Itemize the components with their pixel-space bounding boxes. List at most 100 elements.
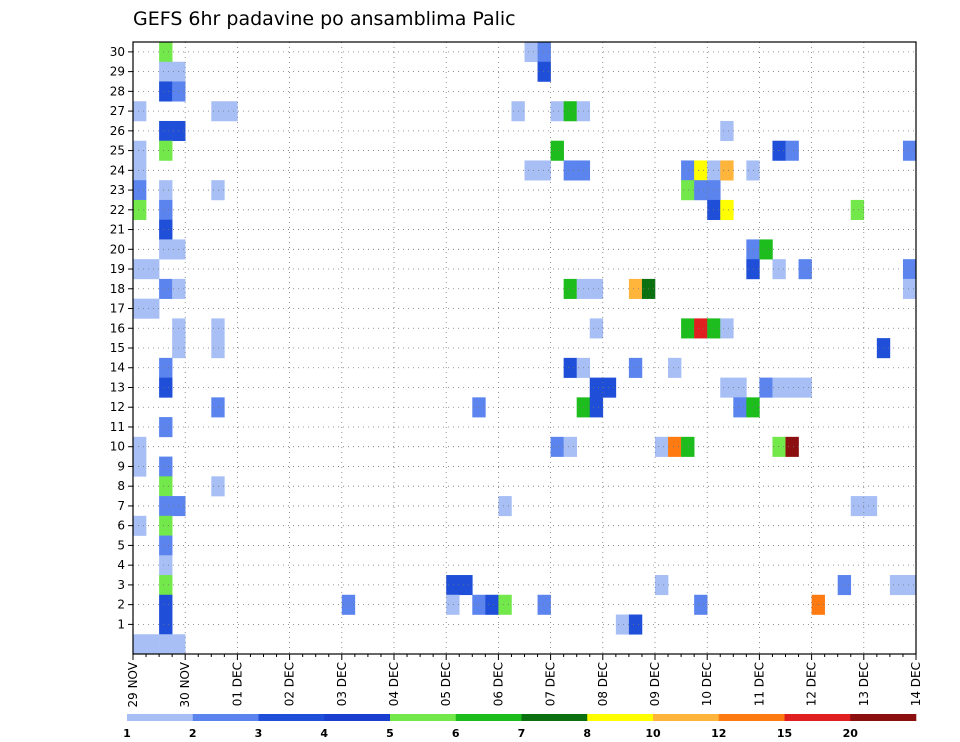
x-tick-label: 04 DEC [387, 662, 401, 706]
colorbar-label: 3 [255, 727, 263, 740]
colorbar-swatch [718, 714, 785, 721]
y-tick-label: 16 [110, 321, 125, 335]
heatmap-cell [159, 219, 173, 240]
heatmap-cell [133, 101, 147, 122]
heatmap-cell [537, 42, 551, 63]
heatmap-cell [146, 259, 160, 280]
heatmap-cell [159, 199, 173, 220]
y-tick-label: 22 [110, 203, 125, 217]
heatmap-cell [159, 594, 173, 615]
heatmap-cell [211, 318, 225, 339]
x-tick-label: 10 DEC [700, 662, 714, 706]
colorbar-swatch [784, 714, 851, 721]
heatmap-cell [446, 575, 460, 596]
heatmap-cell [159, 575, 173, 596]
y-tick-label: 10 [110, 440, 125, 454]
heatmap-cell [850, 199, 865, 220]
y-tick-label: 18 [110, 282, 125, 296]
y-tick-label: 23 [110, 183, 125, 197]
heatmap-cell [589, 318, 604, 339]
heatmap-cell [159, 614, 173, 635]
y-tick-label: 2 [117, 598, 125, 612]
heatmap-cell [159, 476, 173, 497]
gridlines [133, 42, 916, 654]
heatmap-cell [159, 535, 173, 556]
colorbar-label: 15 [777, 727, 792, 740]
heatmap-cell [772, 140, 786, 161]
colorbar-swatch [390, 714, 457, 721]
heatmap-cell [902, 575, 917, 596]
heatmap-cell [550, 140, 564, 161]
heatmap-cell [837, 575, 852, 596]
y-axis-ticks: 1234567891011121314151617181920212223242… [110, 45, 133, 631]
heatmap-cell [159, 515, 173, 536]
heatmap-cell [159, 239, 173, 260]
heatmap-cell [159, 456, 173, 477]
x-tick-label: 06 DEC [491, 662, 505, 706]
heatmap-cell [602, 377, 617, 398]
heatmap-cell [563, 160, 577, 181]
colorbar-label: 8 [583, 727, 591, 740]
heatmap-cell [498, 496, 512, 517]
heatmap-cells [133, 42, 917, 655]
heatmap-cell [159, 140, 173, 161]
x-tick-label: 05 DEC [439, 662, 453, 706]
heatmap-cell [133, 199, 147, 220]
colorbar-swatch [653, 714, 720, 721]
y-tick-label: 27 [110, 104, 125, 118]
heatmap-cell [133, 298, 147, 319]
x-tick-label: 08 DEC [596, 662, 610, 706]
colorbar-label: 12 [711, 727, 726, 740]
heatmap-cell [133, 259, 147, 280]
heatmap-cell [459, 575, 473, 596]
y-tick-label: 28 [110, 84, 125, 98]
heatmap-cell [681, 180, 695, 201]
y-tick-label: 7 [117, 499, 125, 513]
heatmap-cell [211, 338, 225, 359]
heatmap-cell [668, 357, 682, 378]
heatmap-cell [159, 120, 173, 142]
heatmap-cell [159, 81, 173, 102]
colorbar-swatch [455, 714, 522, 721]
heatmap-cell [681, 160, 695, 181]
heatmap-cell [694, 160, 708, 181]
y-tick-label: 6 [117, 519, 125, 533]
heatmap-cell [537, 594, 551, 615]
heatmap-cell [133, 634, 147, 655]
heatmap-cell [772, 259, 786, 280]
colorbar-label: 20 [843, 727, 859, 740]
heatmap-cell [159, 357, 173, 378]
x-tick-label: 11 DEC [752, 662, 766, 706]
heatmap-cell [159, 377, 173, 398]
heatmap-cell [133, 160, 147, 181]
colorbar-label: 4 [320, 727, 328, 740]
heatmap-cell [172, 634, 186, 655]
heatmap-cell [759, 239, 773, 260]
heatmap-cell [159, 555, 173, 576]
heatmap-cell [550, 101, 564, 122]
heatmap-cell [733, 377, 747, 398]
heatmap-cell [720, 318, 734, 339]
heatmap-cell [133, 456, 147, 477]
heatmap-cell [615, 614, 630, 635]
heatmap-cell [524, 160, 538, 181]
heatmap-cell [159, 634, 173, 655]
heatmap-cell [681, 318, 695, 339]
heatmap-cell [589, 397, 604, 418]
heatmap-cell [628, 357, 643, 378]
heatmap-cell [694, 180, 708, 201]
heatmap-cell [798, 259, 812, 280]
heatmap-cell [211, 476, 225, 497]
colorbar-swatch [850, 714, 917, 721]
heatmap-cell [681, 436, 695, 457]
x-tick-label: 01 DEC [230, 662, 244, 706]
colorbar-label: 2 [189, 727, 197, 740]
y-tick-label: 14 [110, 361, 125, 375]
y-tick-label: 5 [117, 538, 125, 552]
heatmap-cell [133, 436, 147, 457]
heatmap-cell [224, 101, 238, 122]
heatmap-cell [694, 318, 708, 339]
heatmap-cell [902, 259, 917, 280]
heatmap-cell [563, 278, 577, 299]
colorbar-swatch [258, 714, 325, 721]
